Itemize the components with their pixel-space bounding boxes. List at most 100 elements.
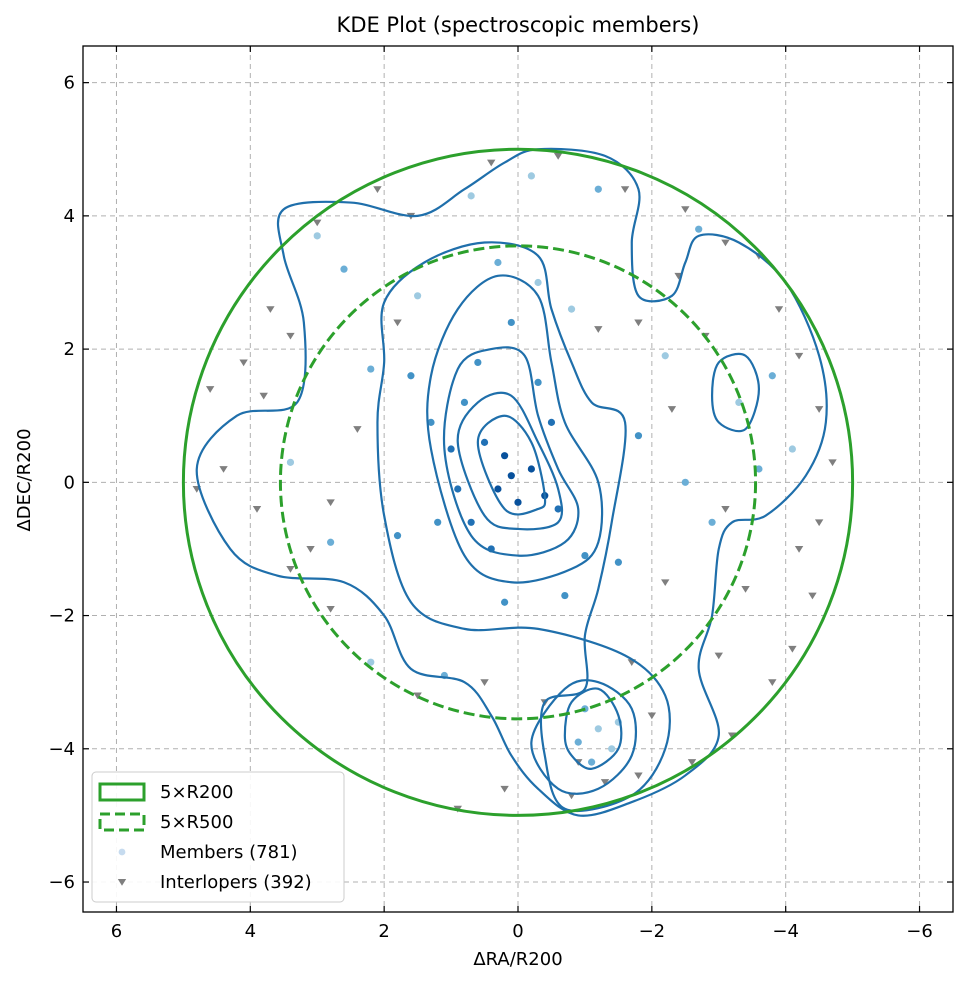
interloper-point [768,679,777,686]
x-tick-label: 6 [111,921,122,942]
interloper-point [620,186,630,194]
chart-title: KDE Plot (spectroscopic members) [337,13,700,37]
member-point [788,445,796,453]
member-point [708,518,716,526]
r200-circle [181,147,855,817]
member-point [574,738,582,746]
member-point [427,418,435,426]
interloper-point [714,652,723,660]
interloper-point [326,499,335,507]
member-point [527,172,535,180]
member-point [407,372,415,380]
interloper-point [667,406,677,413]
x-tick-label: 0 [512,921,523,942]
member-point [494,258,502,267]
member-point [561,591,569,600]
interloper-point [794,546,804,553]
y-tick-label: −6 [48,872,75,893]
member-point [681,478,689,486]
plot-area: 6 4 2 0 −2 −4 −6 6 4 2 0 −2 −4 −6 [48,45,954,942]
kde-contour [563,687,623,770]
interloper-point [634,319,643,327]
plot-content [181,147,855,817]
member-point [567,305,576,313]
member-point [340,265,348,273]
y-tick-label: −2 [48,606,75,627]
interloper-point [393,319,402,327]
interloper-point [741,585,750,593]
interloper-point [634,772,643,780]
member-point [460,398,469,406]
member-point [474,358,482,367]
member-point [454,485,462,493]
member-point [447,445,455,453]
interloper-point [828,459,837,467]
x-tick-label: −2 [639,921,666,942]
interloper-point [600,779,610,786]
kde-contour [376,241,671,813]
member-point [594,725,602,733]
interloper-point [661,579,670,587]
member-point [313,232,321,240]
legend-marker-member [118,848,126,856]
interloper-point [252,506,262,513]
kde-contour [195,147,828,817]
legend-label: 5×R500 [160,812,233,833]
member-point [327,538,335,546]
member-point [768,372,776,380]
y-tick-label: 4 [64,206,75,227]
kde-contour [426,274,604,584]
legend-swatch-r500 [98,812,146,832]
member-point [534,378,542,387]
interloper-point [794,352,804,360]
y-tick-label: 6 [64,73,75,94]
member-point [414,292,422,300]
member-point [527,465,535,473]
legend-swatch-r200 [98,782,146,802]
member-point [501,598,509,606]
member-point [494,485,502,493]
member-point [367,365,375,373]
interloper-point [774,306,784,313]
member-point [588,758,596,766]
interloper-point [687,759,697,766]
interloper-point [313,219,322,227]
interloper-point [647,712,657,720]
member-point [514,498,522,506]
interloper-point [326,605,335,613]
y-tick-label: −4 [48,739,75,760]
interloper-point [727,732,737,740]
legend-box [91,771,345,903]
member-point [695,225,703,233]
member-point [434,518,442,526]
interloper-point [808,592,817,600]
member-point [286,458,295,466]
interloper-point [239,359,248,367]
interloper-point [814,406,824,413]
x-axis-label: ΔRA/R200 [473,949,562,970]
member-point [480,438,489,446]
legend-label: Members (781) [160,842,298,863]
kde-contour [476,414,547,516]
y-tick-label: 0 [64,472,75,493]
interloper-point [594,326,603,333]
member-point [467,518,475,526]
y-tick-label: 2 [64,339,75,360]
member-point [594,185,602,193]
x-tick-label: −6 [906,921,933,942]
member-point [581,552,589,560]
legend: 5×R200 5×R500 Members (781) Interlopers (39… [91,771,345,903]
member-point [608,745,616,753]
interloper-point [413,692,422,700]
kde-contour [442,346,580,557]
interloper-point [205,386,215,393]
interloper-point [788,645,797,653]
legend-label: Interlopers (392) [160,872,312,893]
interloper-point [721,239,730,247]
interloper-point [814,519,824,527]
interloper-point [286,332,295,340]
interloper-point [681,206,690,213]
interloper-point [373,186,382,194]
interloper-point [219,466,228,473]
